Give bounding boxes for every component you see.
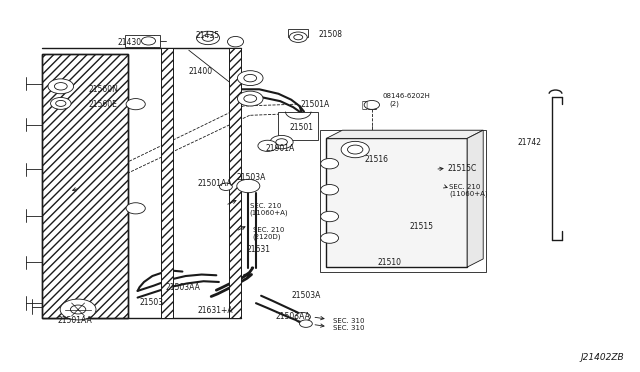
Circle shape <box>321 211 339 222</box>
Circle shape <box>270 135 293 149</box>
Circle shape <box>348 145 363 154</box>
Bar <box>229 48 241 318</box>
Text: SEC. 210: SEC. 210 <box>449 184 481 190</box>
Text: 21510: 21510 <box>378 258 402 267</box>
Circle shape <box>341 141 369 158</box>
Bar <box>161 48 173 318</box>
Text: SEC. 210: SEC. 210 <box>250 203 281 209</box>
Text: 21515C: 21515C <box>448 164 477 173</box>
Circle shape <box>321 158 339 169</box>
Circle shape <box>294 35 303 40</box>
Ellipse shape <box>228 36 243 47</box>
Circle shape <box>126 203 145 214</box>
Circle shape <box>244 95 257 102</box>
Circle shape <box>276 139 287 145</box>
Circle shape <box>48 79 74 94</box>
Bar <box>288 29 308 37</box>
Text: 21501AA: 21501AA <box>58 316 92 325</box>
Text: 21508: 21508 <box>319 30 343 39</box>
Circle shape <box>70 305 86 314</box>
Text: 21503: 21503 <box>140 298 164 307</box>
Circle shape <box>60 299 96 320</box>
Text: 21631: 21631 <box>246 245 270 254</box>
Bar <box>42 54 128 318</box>
Circle shape <box>141 37 156 45</box>
Text: 21503AA: 21503AA <box>275 312 310 321</box>
Circle shape <box>321 233 339 243</box>
Circle shape <box>51 97 71 109</box>
Circle shape <box>289 32 307 42</box>
Bar <box>125 35 160 46</box>
Text: (2120D): (2120D) <box>253 233 282 240</box>
Polygon shape <box>467 130 483 267</box>
Circle shape <box>300 320 312 327</box>
Text: (11060+A): (11060+A) <box>250 210 288 217</box>
Circle shape <box>237 91 263 106</box>
Bar <box>161 48 173 318</box>
Text: (11060+A): (11060+A) <box>449 190 488 197</box>
Circle shape <box>295 312 310 321</box>
Circle shape <box>220 183 232 190</box>
Text: 21560N: 21560N <box>88 85 118 94</box>
Bar <box>326 138 467 267</box>
Text: 21503AA: 21503AA <box>165 283 200 292</box>
Text: J21402ZB: J21402ZB <box>580 353 624 362</box>
Text: 21901A: 21901A <box>266 144 295 153</box>
Circle shape <box>258 140 277 151</box>
Bar <box>229 48 241 318</box>
Text: 21400: 21400 <box>189 67 213 76</box>
Circle shape <box>196 31 220 45</box>
Circle shape <box>321 185 339 195</box>
Text: 21501A: 21501A <box>301 100 330 109</box>
Text: 21501: 21501 <box>289 123 314 132</box>
Bar <box>320 130 486 272</box>
Text: 21631+A: 21631+A <box>197 306 233 315</box>
Text: 21503A: 21503A <box>291 291 321 300</box>
Bar <box>278 112 318 140</box>
Circle shape <box>244 74 257 82</box>
Circle shape <box>364 100 380 109</box>
Circle shape <box>237 71 263 86</box>
Text: Ⓑ: Ⓑ <box>362 99 368 109</box>
Circle shape <box>202 35 214 41</box>
Text: 21560E: 21560E <box>88 100 117 109</box>
Circle shape <box>56 100 66 106</box>
Circle shape <box>237 179 260 193</box>
Text: 21501AA: 21501AA <box>197 179 232 187</box>
Text: (2): (2) <box>389 100 399 107</box>
Text: 21516: 21516 <box>365 155 388 164</box>
Text: SEC. 310: SEC. 310 <box>333 318 364 324</box>
Text: SEC. 310: SEC. 310 <box>333 325 364 331</box>
Text: 21430: 21430 <box>117 38 141 47</box>
Text: 21503A: 21503A <box>237 173 266 182</box>
Text: SEC. 210: SEC. 210 <box>253 227 284 233</box>
Text: 21435: 21435 <box>195 31 220 40</box>
Bar <box>42 54 128 318</box>
Text: 21742: 21742 <box>517 138 541 147</box>
Circle shape <box>54 83 67 90</box>
Text: 21515: 21515 <box>410 222 434 231</box>
Circle shape <box>126 99 145 110</box>
Text: 08146-6202H: 08146-6202H <box>383 93 431 99</box>
Polygon shape <box>326 130 483 138</box>
